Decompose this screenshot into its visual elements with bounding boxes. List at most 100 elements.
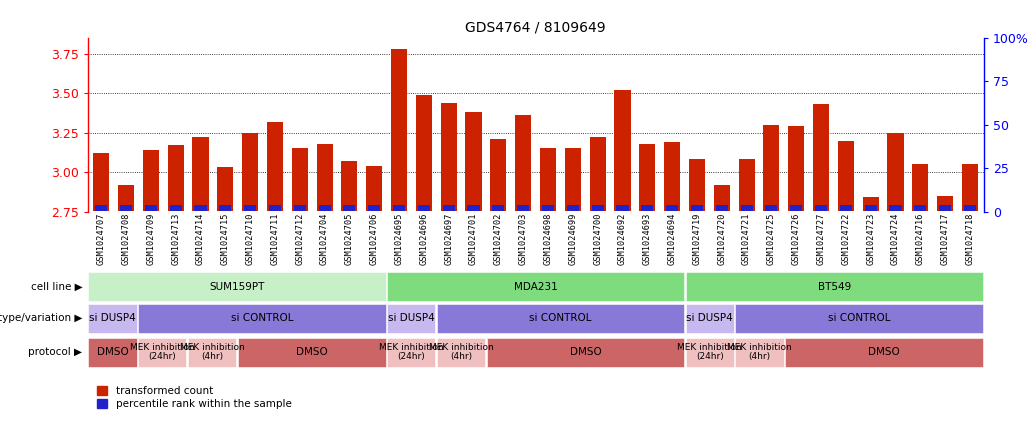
Bar	[269, 205, 281, 211]
Bar	[486, 338, 684, 367]
Text: GSM1024720: GSM1024720	[717, 213, 726, 265]
Bar	[95, 205, 107, 211]
Bar	[187, 338, 236, 367]
Text: GSM1024692: GSM1024692	[618, 213, 627, 265]
Bar	[490, 139, 507, 212]
Bar	[716, 205, 728, 211]
Text: GSM1024724: GSM1024724	[891, 213, 900, 265]
Bar	[517, 205, 529, 211]
Bar	[615, 90, 630, 212]
Text: DMSO: DMSO	[97, 347, 129, 357]
Bar	[564, 148, 581, 212]
Text: GSM1024706: GSM1024706	[370, 213, 379, 265]
Text: si CONTROL: si CONTROL	[231, 313, 294, 323]
Bar	[89, 272, 385, 301]
Text: DMSO: DMSO	[296, 347, 328, 357]
Bar	[443, 205, 455, 211]
Legend: transformed count, percentile rank within the sample: transformed count, percentile rank withi…	[93, 382, 296, 414]
Text: si DUSP4: si DUSP4	[89, 313, 136, 323]
Bar	[391, 49, 407, 212]
Bar	[238, 338, 385, 367]
Text: GSM1024699: GSM1024699	[569, 213, 578, 265]
Text: GSM1024709: GSM1024709	[146, 213, 156, 265]
Bar	[640, 144, 655, 212]
Bar	[291, 148, 308, 212]
Text: MEK inhibition
(4hr): MEK inhibition (4hr)	[179, 343, 244, 362]
Bar	[387, 304, 436, 333]
Text: si CONTROL: si CONTROL	[828, 313, 891, 323]
Text: genotype/variation ▶: genotype/variation ▶	[0, 313, 82, 323]
Bar	[441, 103, 456, 212]
Bar	[763, 125, 780, 212]
Text: GSM1024705: GSM1024705	[345, 213, 354, 265]
Text: MEK inhibition
(4hr): MEK inhibition (4hr)	[727, 343, 792, 362]
Bar	[143, 150, 159, 212]
Text: cell line ▶: cell line ▶	[31, 282, 82, 291]
Bar	[666, 205, 678, 211]
Bar	[343, 205, 355, 211]
Bar	[466, 112, 482, 212]
Bar	[341, 161, 357, 212]
Bar	[244, 205, 256, 211]
Text: GSM1024708: GSM1024708	[122, 213, 131, 265]
Bar	[915, 205, 926, 211]
Text: GSM1024727: GSM1024727	[817, 213, 826, 265]
Bar	[195, 205, 207, 211]
Text: si DUSP4: si DUSP4	[387, 313, 435, 323]
Bar	[739, 159, 755, 212]
Bar	[242, 133, 259, 212]
Bar	[145, 205, 157, 211]
Text: MEK inhibition
(4hr): MEK inhibition (4hr)	[428, 343, 493, 362]
Text: DMSO: DMSO	[868, 347, 900, 357]
Bar	[839, 205, 852, 211]
Text: GSM1024707: GSM1024707	[97, 213, 106, 265]
Text: GSM1024700: GSM1024700	[593, 213, 603, 265]
Text: GSM1024701: GSM1024701	[469, 213, 478, 265]
Bar	[540, 148, 556, 212]
Bar	[890, 205, 901, 211]
Bar	[387, 338, 436, 367]
Text: GSM1024721: GSM1024721	[742, 213, 751, 265]
Text: GSM1024725: GSM1024725	[767, 213, 776, 265]
Bar	[89, 338, 137, 367]
Text: GSM1024712: GSM1024712	[296, 213, 304, 265]
Bar	[913, 164, 928, 212]
Text: GSM1024723: GSM1024723	[866, 213, 876, 265]
Bar	[138, 338, 186, 367]
Text: GSM1024704: GSM1024704	[320, 213, 330, 265]
Bar	[367, 166, 382, 212]
Bar	[168, 145, 183, 212]
Bar	[735, 338, 784, 367]
Bar	[138, 304, 385, 333]
Bar	[118, 185, 134, 212]
Bar	[418, 205, 430, 211]
Bar	[616, 205, 628, 211]
Bar	[788, 126, 804, 212]
Text: GSM1024718: GSM1024718	[965, 213, 974, 265]
Bar	[316, 144, 333, 212]
Bar	[837, 140, 854, 212]
Text: si CONTROL: si CONTROL	[529, 313, 592, 323]
Bar	[119, 205, 132, 211]
Bar	[193, 137, 208, 212]
Bar	[741, 205, 753, 211]
Bar	[515, 115, 531, 212]
Bar	[790, 205, 802, 211]
Bar	[468, 205, 480, 211]
Title: GDS4764 / 8109649: GDS4764 / 8109649	[466, 20, 606, 34]
Bar	[686, 272, 983, 301]
Bar	[689, 159, 705, 212]
Bar	[686, 304, 734, 333]
Text: GSM1024715: GSM1024715	[220, 213, 230, 265]
Text: MEK inhibition
(24hr): MEK inhibition (24hr)	[678, 343, 743, 362]
Text: GSM1024710: GSM1024710	[245, 213, 254, 265]
Bar	[387, 272, 684, 301]
Bar	[686, 338, 734, 367]
Text: MEK inhibition
(24hr): MEK inhibition (24hr)	[130, 343, 195, 362]
Bar	[642, 205, 653, 211]
Bar	[714, 185, 730, 212]
Bar	[437, 304, 684, 333]
Bar	[962, 164, 978, 212]
Bar	[318, 205, 331, 211]
Bar	[437, 338, 485, 367]
